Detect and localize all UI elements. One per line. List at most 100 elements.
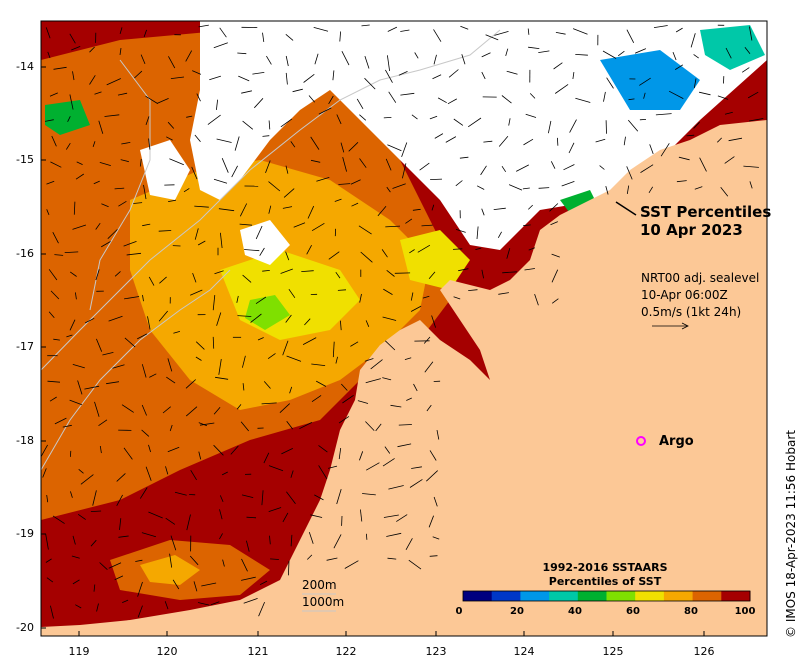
current-vector	[194, 134, 201, 142]
current-vector	[400, 29, 410, 32]
current-vector	[239, 203, 248, 217]
current-vector	[743, 165, 759, 168]
current-vector	[183, 188, 190, 193]
current-vector	[241, 90, 252, 94]
current-vector	[108, 315, 123, 322]
current-vector	[242, 120, 254, 130]
current-vector	[497, 231, 502, 238]
legend-title: 1992-2016 SSTAARS Percentiles of SST	[500, 561, 710, 589]
current-vector	[406, 397, 412, 401]
current-vector	[112, 364, 125, 369]
current-vector	[502, 271, 517, 274]
current-vector	[167, 358, 173, 372]
current-vector	[360, 509, 363, 522]
map-title: SST Percentiles 10 Apr 2023	[640, 203, 771, 239]
current-vector	[285, 55, 289, 67]
current-vector	[327, 465, 338, 469]
current-vector	[402, 163, 407, 179]
current-vector	[288, 560, 290, 576]
current-vector	[459, 156, 469, 159]
current-vector	[124, 296, 140, 300]
current-vector	[169, 553, 173, 568]
current-vector	[51, 135, 57, 147]
current-vector	[364, 77, 376, 90]
current-vector	[717, 137, 722, 143]
current-vector	[480, 165, 487, 176]
current-vector	[348, 142, 359, 152]
current-vector	[268, 507, 282, 512]
current-vector	[595, 138, 606, 143]
current-vector	[516, 164, 529, 172]
current-vector	[749, 26, 753, 41]
current-vector	[213, 178, 228, 184]
current-vector	[436, 430, 440, 440]
current-vector	[116, 494, 123, 506]
current-vector	[268, 205, 272, 214]
current-vector	[572, 72, 575, 80]
current-vector	[69, 94, 74, 110]
current-vector	[48, 311, 55, 318]
current-vector	[54, 254, 64, 256]
current-vector	[606, 77, 614, 89]
current-vector	[246, 516, 257, 519]
current-vector	[95, 269, 100, 281]
current-vector	[75, 173, 85, 180]
x-tick-label: 119	[68, 645, 90, 658]
current-vector	[257, 337, 264, 341]
current-vector	[626, 166, 633, 180]
current-vector	[139, 159, 142, 167]
current-vector	[643, 92, 646, 99]
argo-marker	[636, 436, 646, 446]
current-vector	[40, 444, 48, 457]
current-vector	[147, 316, 151, 330]
current-vector	[453, 296, 461, 300]
current-vector	[174, 491, 187, 496]
current-vector	[749, 181, 753, 189]
current-vector	[458, 268, 469, 272]
current-vector	[411, 466, 422, 469]
current-vector	[460, 25, 469, 30]
current-vector	[114, 187, 125, 190]
current-vector	[505, 48, 509, 57]
current-vector	[53, 66, 67, 70]
current-vector	[286, 421, 294, 430]
current-vector	[299, 422, 313, 430]
current-vector	[268, 465, 284, 472]
current-vector	[429, 450, 437, 461]
current-vector	[551, 269, 559, 283]
current-vector	[383, 514, 399, 518]
current-vector	[359, 293, 362, 303]
current-vector	[498, 292, 509, 295]
current-vector	[433, 29, 442, 42]
current-vector	[75, 604, 82, 609]
current-vector	[523, 224, 531, 227]
current-vector	[164, 601, 169, 610]
current-vector	[121, 404, 134, 413]
current-vector	[365, 378, 381, 384]
current-vector	[80, 474, 94, 485]
current-vector	[189, 555, 199, 566]
current-vector	[286, 491, 296, 505]
current-vector	[195, 341, 205, 350]
current-vector	[94, 91, 102, 95]
contour-label-200m: 200m	[302, 578, 337, 592]
current-vector	[428, 515, 434, 528]
current-vector	[481, 52, 491, 58]
current-vector	[262, 32, 265, 42]
current-vector	[191, 166, 198, 180]
current-vector	[46, 494, 49, 503]
current-vector	[342, 394, 354, 404]
current-vector	[285, 251, 290, 261]
current-vector	[426, 470, 438, 482]
current-vector	[453, 118, 464, 126]
current-vector	[192, 70, 202, 75]
current-vector	[126, 252, 142, 256]
x-tick-label: 121	[247, 645, 269, 658]
current-vector	[359, 451, 364, 461]
current-vector	[216, 312, 222, 326]
current-vector	[196, 93, 201, 102]
current-vector	[653, 25, 668, 28]
current-vector	[292, 88, 303, 93]
current-vector	[356, 98, 364, 110]
current-vector	[365, 421, 375, 431]
